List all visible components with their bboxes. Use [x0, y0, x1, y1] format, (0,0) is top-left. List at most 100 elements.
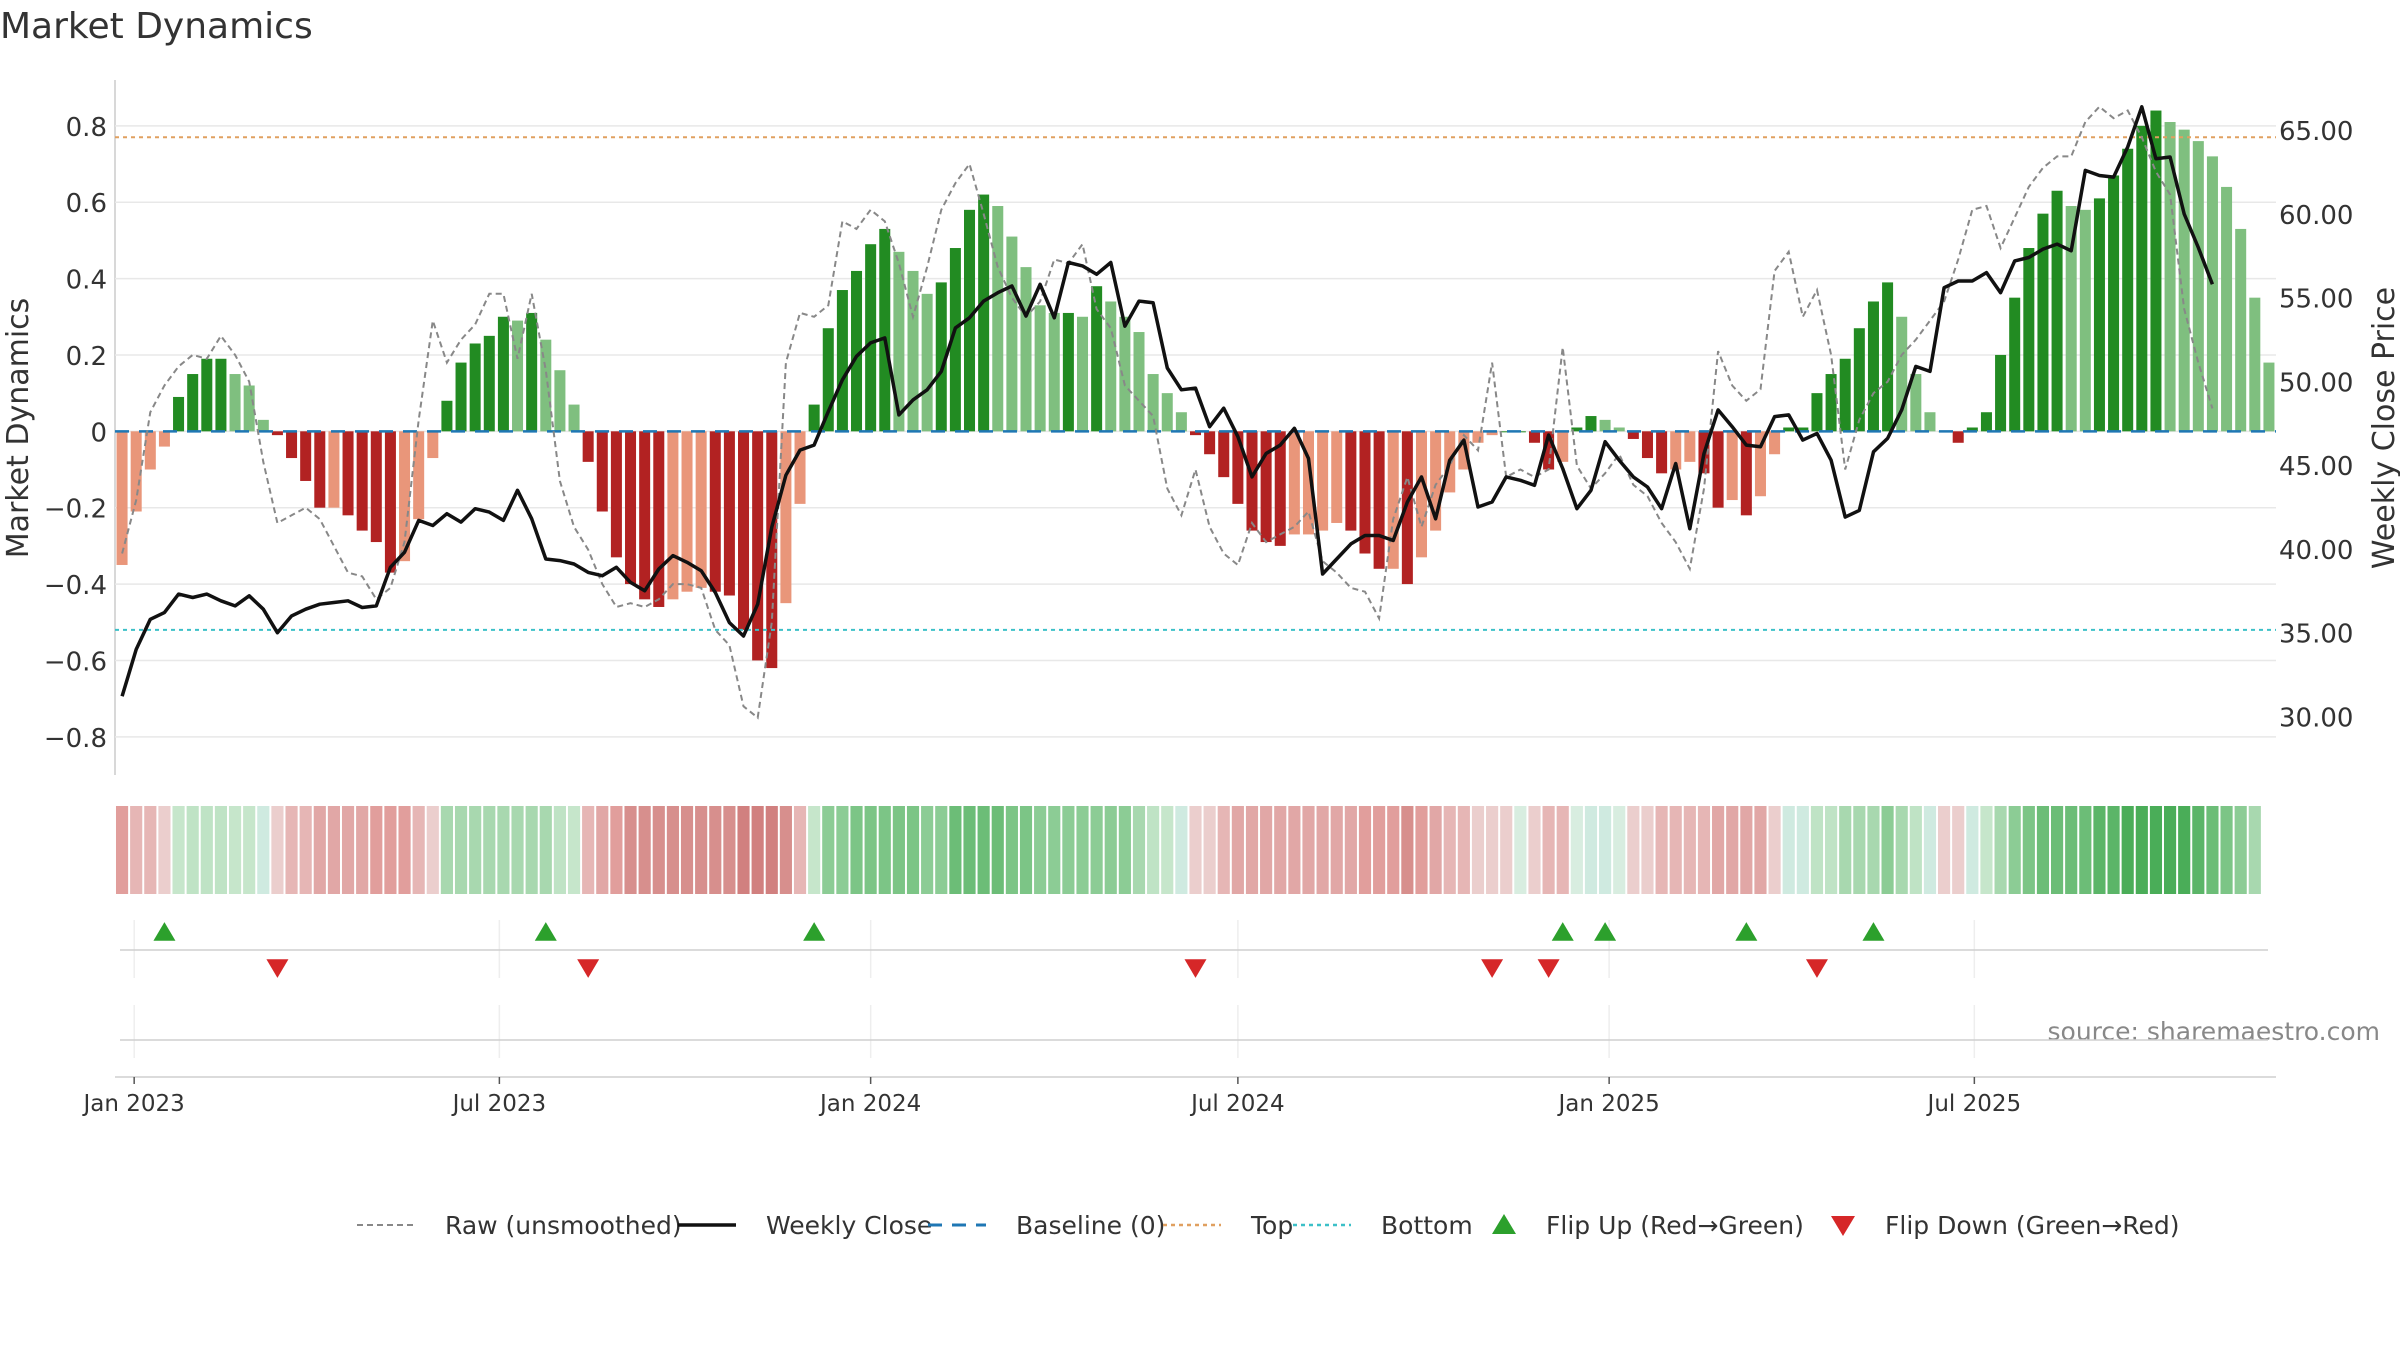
heat-cell	[1245, 806, 1259, 894]
dynamics-bar	[2009, 297, 2021, 432]
flip-up-marker	[1594, 922, 1617, 941]
dynamics-bar	[1331, 431, 1343, 523]
dynamics-bar	[1853, 328, 1865, 432]
heat-cell	[1005, 806, 1018, 894]
dynamics-bar	[1486, 431, 1498, 436]
heat-cell	[1867, 806, 1880, 894]
heat-cell	[2248, 806, 2261, 894]
dynamics-bar	[1034, 305, 1046, 432]
heat-cell	[469, 806, 482, 894]
heat-cell	[680, 806, 694, 894]
right-tick-label: 50.00	[2279, 368, 2353, 398]
dynamics-bar	[512, 320, 524, 432]
dynamics-bar	[1430, 431, 1442, 531]
dynamics-bar	[554, 370, 566, 432]
dynamics-bar	[893, 251, 905, 432]
legend-item: Flip Up (Red→Green)	[1492, 1211, 1804, 1240]
heat-cell	[935, 806, 948, 894]
dynamics-bar	[1189, 431, 1202, 436]
dynamics-bar	[879, 228, 891, 432]
dynamics-bar	[681, 431, 693, 592]
x-tick-label: Jan 2024	[818, 1091, 921, 1117]
heat-cell	[1514, 806, 1527, 894]
heat-cell	[921, 806, 934, 894]
heat-cell	[1260, 806, 1273, 894]
dynamics-bar	[116, 431, 128, 565]
dynamics-bar	[370, 431, 382, 543]
dynamics-bar	[2079, 209, 2091, 432]
heat-cell	[1909, 806, 1922, 894]
heat-cell	[1034, 806, 1047, 894]
dynamics-bar	[2192, 141, 2204, 432]
heat-cell	[1556, 806, 1569, 894]
x-tick-label: Jul 2025	[1926, 1091, 2022, 1117]
flip-markers-panel	[120, 920, 2268, 1058]
heat-cell	[1019, 806, 1033, 894]
dynamics-bar	[2150, 110, 2162, 432]
dynamics-bar	[822, 328, 834, 432]
heat-cell	[949, 806, 962, 894]
dynamics-bar	[158, 431, 170, 447]
heat-cell	[737, 806, 750, 894]
heat-cell	[1923, 806, 1937, 894]
dynamics-bar	[1783, 427, 1795, 432]
dynamics-bar	[144, 431, 156, 470]
heat-cell	[1401, 806, 1414, 894]
heat-cell	[454, 806, 468, 894]
dynamics-bar	[568, 404, 580, 432]
dynamics-bar	[1387, 431, 1399, 569]
dynamics-bar	[201, 358, 213, 432]
heat-cell	[2178, 806, 2191, 894]
heat-cell	[2135, 806, 2148, 894]
heat-cell	[200, 806, 213, 894]
dynamics-bar	[356, 431, 368, 531]
legend-label: Weekly Close	[766, 1211, 932, 1240]
dynamics-bar	[1995, 354, 2007, 432]
heat-cell	[991, 806, 1004, 894]
heat-cell	[2093, 806, 2106, 894]
dynamics-bar	[1924, 412, 1936, 432]
dynamics-bar	[2136, 125, 2148, 432]
heat-cell	[1796, 806, 1809, 894]
right-tick-label: 45.00	[2279, 452, 2353, 482]
left-axis-label: Market Dynamics	[1, 298, 36, 559]
heat-cell	[1768, 806, 1781, 894]
heat-cell	[1076, 806, 1089, 894]
dynamics-bar	[342, 431, 354, 516]
dynamics-bar	[1896, 316, 1908, 432]
legend-item: Weekly Close	[678, 1211, 932, 1240]
flip-down-marker	[1537, 959, 1560, 978]
heat-cell	[808, 806, 821, 894]
heat-cell	[1697, 806, 1711, 894]
heat-cell	[1175, 806, 1188, 894]
x-tick-label: Jul 2024	[1189, 1091, 1285, 1117]
flip-up-marker	[1735, 922, 1758, 941]
heat-cell	[553, 806, 566, 894]
heat-cell	[963, 806, 976, 894]
dynamics-bar	[328, 431, 340, 508]
source-credit: source: sharemaestro.com	[2048, 1017, 2381, 1046]
legend-label: Top	[1250, 1211, 1293, 1240]
heat-cell	[313, 806, 326, 894]
dynamics-bar	[738, 431, 750, 630]
dynamics-bar	[2206, 156, 2218, 432]
dynamics-bar	[1571, 427, 1583, 432]
heat-cell	[596, 806, 609, 894]
dynamics-bar	[540, 339, 552, 432]
dynamics-bar	[780, 431, 792, 604]
dynamics-bar	[1020, 267, 1032, 432]
dynamics-bar	[1797, 427, 1809, 432]
dynamics-bar	[2023, 248, 2035, 432]
dynamics-bar	[1204, 431, 1216, 455]
raw-unsmoothed-line	[121, 105, 2214, 720]
dynamics-bar	[2249, 297, 2261, 432]
heat-cell	[1104, 806, 1117, 894]
legend-item: Flip Down (Green→Red)	[1831, 1211, 2180, 1240]
heat-cell	[2192, 806, 2205, 894]
dynamics-bar	[1641, 431, 1653, 459]
heat-cell	[2022, 806, 2035, 894]
heat-cell	[2051, 806, 2064, 894]
dynamics-bar	[1910, 374, 1922, 432]
heat-cell	[539, 806, 552, 894]
